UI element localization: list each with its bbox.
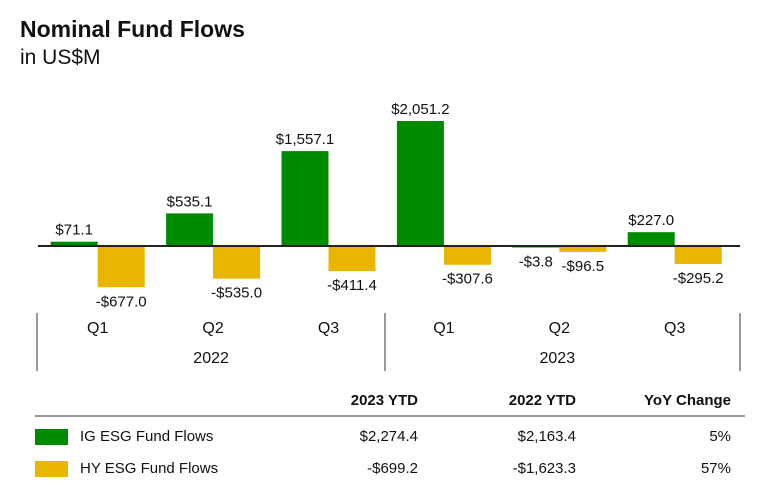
bar-hy: [97, 246, 145, 288]
table-header-2022: 2022 YTD: [508, 392, 576, 409]
bar-hy: [443, 246, 491, 265]
bar-ig: [281, 151, 329, 246]
data-label: -$295.2: [673, 270, 724, 287]
x-tick-label: Q2: [202, 320, 223, 337]
x-tick-label: Q1: [433, 320, 454, 337]
table-header-2023: 2023 YTD: [350, 392, 418, 409]
row-label-hy: HY ESG Fund Flows: [80, 460, 219, 477]
data-label: -$411.4: [327, 277, 377, 294]
cell-ig-yoy: 5%: [709, 428, 731, 445]
bar-ig: [166, 213, 214, 246]
data-label: -$96.5: [562, 258, 605, 275]
data-label: -$677.0: [96, 293, 147, 310]
x-tick-label: Q1: [87, 320, 108, 337]
chart-subtitle: in US$M: [20, 46, 101, 69]
chart-title: Nominal Fund Flows: [20, 16, 245, 42]
bar-hy: [674, 246, 722, 264]
cell-ig-2022: $2,163.4: [517, 428, 576, 445]
data-label: -$3.8: [519, 254, 553, 271]
bar-ig: [50, 241, 98, 246]
data-label: -$307.6: [442, 271, 493, 288]
legend-swatch-hy: [35, 461, 68, 477]
cell-hy-yoy: 57%: [700, 460, 731, 477]
x-tick-label: Q3: [664, 320, 685, 337]
row-label-ig: IG ESG Fund Flows: [80, 428, 214, 445]
data-label: -$535.0: [211, 285, 262, 302]
data-label: $71.1: [55, 222, 93, 239]
table-header-yoy: YoY Change: [644, 392, 731, 409]
bar-hy: [559, 246, 607, 252]
data-label: $535.1: [167, 193, 213, 210]
group-label: 2023: [540, 350, 576, 367]
bar-hy: [213, 246, 261, 279]
cell-hy-2022: -$1,623.3: [512, 460, 576, 477]
bar-ig: [627, 232, 675, 246]
x-tick-label: Q3: [318, 320, 339, 337]
legend-swatch-ig: [35, 429, 68, 445]
x-tick-label: Q2: [549, 320, 570, 337]
data-label: $2,051.2: [391, 101, 449, 118]
table-divider: [35, 415, 745, 417]
data-label: $227.0: [628, 212, 674, 229]
cell-ig-2023: $2,274.4: [359, 428, 418, 445]
cell-hy-2023: -$699.2: [367, 460, 418, 477]
data-label: $1,557.1: [276, 131, 334, 148]
bar-hy: [328, 246, 376, 272]
group-label: 2022: [193, 350, 229, 367]
bar-ig: [396, 121, 444, 246]
